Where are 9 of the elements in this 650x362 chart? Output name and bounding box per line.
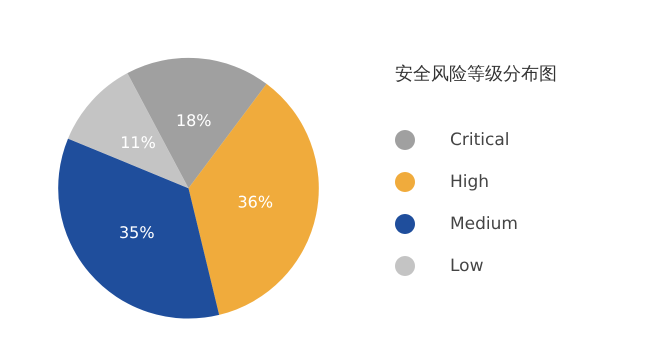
chart-title: 安全风险等级分布图 <box>395 64 557 84</box>
legend-label: Critical <box>450 130 510 150</box>
data-label: 11% <box>120 132 156 152</box>
legend-label: Medium <box>450 214 518 234</box>
legend-label: Low <box>450 256 484 276</box>
data-label: 18% <box>176 110 212 130</box>
legend-label: High <box>450 172 490 192</box>
data-label: 35% <box>118 223 155 242</box>
data-label: 36% <box>237 192 274 212</box>
